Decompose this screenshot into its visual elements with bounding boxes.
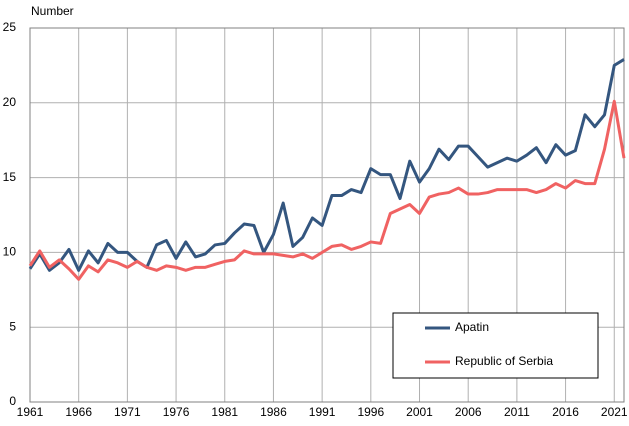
plot-frame (29, 27, 625, 403)
x-tick-label: 1986 (260, 405, 287, 419)
legend-label: Apatin (455, 320, 489, 334)
y-tick-label: 5 (9, 319, 16, 333)
y-tick-label: 25 (3, 20, 17, 34)
y-tick-label: 15 (3, 170, 17, 184)
x-tick-label: 2016 (552, 405, 579, 419)
x-tick-label: 1966 (65, 405, 92, 419)
legend-box (392, 312, 599, 379)
x-tick-label: 1971 (114, 405, 141, 419)
x-tick-label: 1961 (17, 405, 44, 419)
y-axis-label: Number (31, 4, 74, 18)
x-tick-label: 2001 (406, 405, 433, 419)
x-tick-label: 2006 (455, 405, 482, 419)
legend-label: Republic of Serbia (455, 354, 553, 368)
x-tick-label: 1976 (163, 405, 190, 419)
y-tick-label: 0 (9, 394, 16, 408)
data-line (28, 99, 626, 281)
x-tick-label: 1991 (309, 405, 336, 419)
x-tick-label: 1996 (357, 405, 384, 419)
y-tick-label: 10 (3, 245, 17, 259)
x-tick-label: 2021 (601, 405, 628, 419)
y-tick-label: 20 (3, 95, 17, 109)
data-line (28, 58, 625, 272)
x-tick-label: 1981 (211, 405, 238, 419)
x-tick-label: 2011 (504, 405, 530, 419)
